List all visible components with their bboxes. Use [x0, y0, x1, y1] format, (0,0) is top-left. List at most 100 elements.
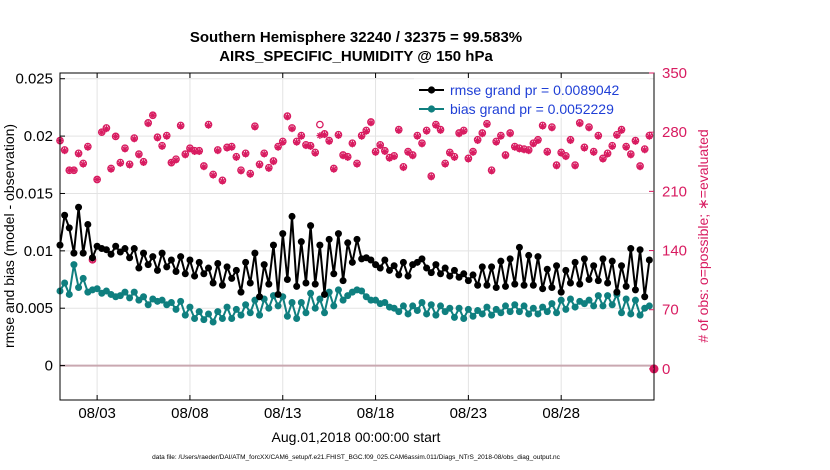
obs-evaluated-stroke: [502, 153, 509, 159]
bias-point: [483, 303, 491, 311]
obs-evaluated-point: [307, 143, 314, 150]
bias-point: [181, 311, 189, 319]
rmse-point: [488, 263, 496, 271]
obs-evaluated-stroke: [368, 120, 374, 126]
obs-evaluated-stroke: [609, 143, 616, 150]
obs-evaluated-stroke: [442, 161, 449, 168]
legend-rmse-marker: [427, 86, 436, 94]
rmse-point: [381, 256, 389, 264]
y-right-tick-label: 70: [662, 302, 679, 319]
rmse-point: [251, 249, 259, 257]
rmse-point: [418, 255, 426, 263]
x-tick-label: 08/13: [264, 405, 302, 422]
rmse-point: [274, 290, 282, 298]
obs-evaluated-point: [390, 153, 398, 161]
bias-point: [214, 308, 222, 316]
bias-point: [358, 287, 366, 295]
bias-point: [566, 295, 574, 303]
obs-evaluated-stroke: [103, 125, 110, 132]
obs-evaluated-point: [135, 151, 143, 159]
rmse-point: [130, 245, 138, 253]
rmse-point: [515, 243, 523, 251]
obs-evaluated-point: [149, 111, 157, 119]
rmse-point: [279, 230, 287, 238]
obs-evaluated-point: [409, 152, 417, 160]
rmse-point: [385, 266, 393, 274]
rmse-point: [325, 235, 333, 243]
y-right-tick-label: 350: [662, 65, 687, 82]
obs-evaluated-point: [126, 161, 134, 169]
obs-evaluated-stroke: [256, 162, 263, 168]
bias-point: [608, 301, 616, 309]
obs-evaluated-point: [590, 149, 598, 156]
y-right-tick-label: 0: [662, 361, 670, 378]
bias-point: [478, 310, 486, 318]
obs-evaluated-stroke: [354, 161, 360, 168]
bias-point: [321, 309, 329, 317]
obs-evaluated-point: [455, 130, 463, 138]
rmse-point: [437, 270, 445, 278]
rmse-point: [269, 241, 277, 249]
obs-evaluated-stroke: [595, 133, 602, 140]
obs-evaluated-stroke: [224, 145, 230, 152]
rmse-point: [539, 285, 547, 293]
rmse-point: [557, 288, 565, 296]
obs-evaluated-stroke: [451, 154, 458, 161]
rmse-point: [548, 284, 556, 292]
y-left-tick-label: 0: [45, 358, 53, 375]
obs-evaluated-point: [288, 125, 296, 133]
obs-evaluated-series: [56, 111, 653, 264]
obs-evaluated-point: [645, 133, 653, 140]
obs-evaluated-point: [172, 156, 180, 164]
chart-subtitle: AIRS_SPECIFIC_HUMIDITY @ 150 hPa: [219, 48, 493, 65]
chart-title: Southern Hemisphere 32240 / 32375 = 99.5…: [190, 29, 522, 46]
obs-evaluated-stroke: [470, 149, 476, 156]
obs-evaluated-point: [516, 145, 523, 153]
bias-point: [399, 302, 407, 310]
obs-evaluated-point: [580, 144, 588, 152]
obs-evaluated-point: [483, 121, 491, 128]
obs-evaluated-point: [311, 149, 319, 157]
obs-evaluated-point: [316, 132, 324, 139]
rmse-point: [348, 258, 356, 266]
bias-point: [93, 285, 101, 293]
obs-evaluated-stroke: [558, 150, 565, 157]
bias-point: [525, 310, 533, 318]
obs-evaluated-point: [539, 122, 547, 130]
obs-evaluated-point: [427, 173, 435, 181]
data-series: [56, 111, 659, 374]
obs-evaluated-stroke: [75, 151, 82, 157]
obs-evaluated-stroke: [511, 144, 518, 151]
obs-evaluated-stroke: [433, 122, 439, 129]
obs-evaluated-stroke: [535, 137, 541, 144]
bias-point: [409, 302, 417, 310]
obs-evaluated-stroke: [136, 152, 142, 158]
obs-evaluated-stroke: [562, 153, 569, 160]
obs-evaluated-stroke: [576, 120, 583, 127]
bias-point: [515, 308, 523, 316]
obs-evaluated-stroke: [335, 132, 342, 139]
rmse-point: [256, 293, 264, 301]
plot-frame: [59, 72, 655, 401]
obs-evaluated-stroke: [349, 141, 356, 147]
obs-evaluated-point: [446, 149, 454, 157]
obs-evaluated-stroke: [646, 133, 653, 140]
obs-evaluated-stroke: [71, 167, 77, 174]
bias-point: [450, 313, 458, 321]
rmse-point: [79, 249, 87, 257]
obs-evaluated-stroke: [493, 139, 500, 146]
obs-evaluated-point: [548, 124, 556, 132]
bias-point: [307, 289, 315, 297]
rmse-point: [321, 290, 329, 298]
rmse-point: [228, 274, 236, 282]
obs-evaluated-stroke: [604, 151, 611, 157]
rmse-point: [618, 262, 626, 270]
bias-point: [534, 310, 542, 318]
rmse-point: [265, 280, 273, 288]
bias-point: [395, 308, 403, 316]
rmse-point: [483, 281, 491, 289]
y-left-tick-label: 0.01: [24, 243, 53, 260]
legend-box: [414, 78, 650, 118]
obs-evaluated-point: [376, 142, 384, 150]
obs-evaluated-stroke: [586, 125, 592, 131]
